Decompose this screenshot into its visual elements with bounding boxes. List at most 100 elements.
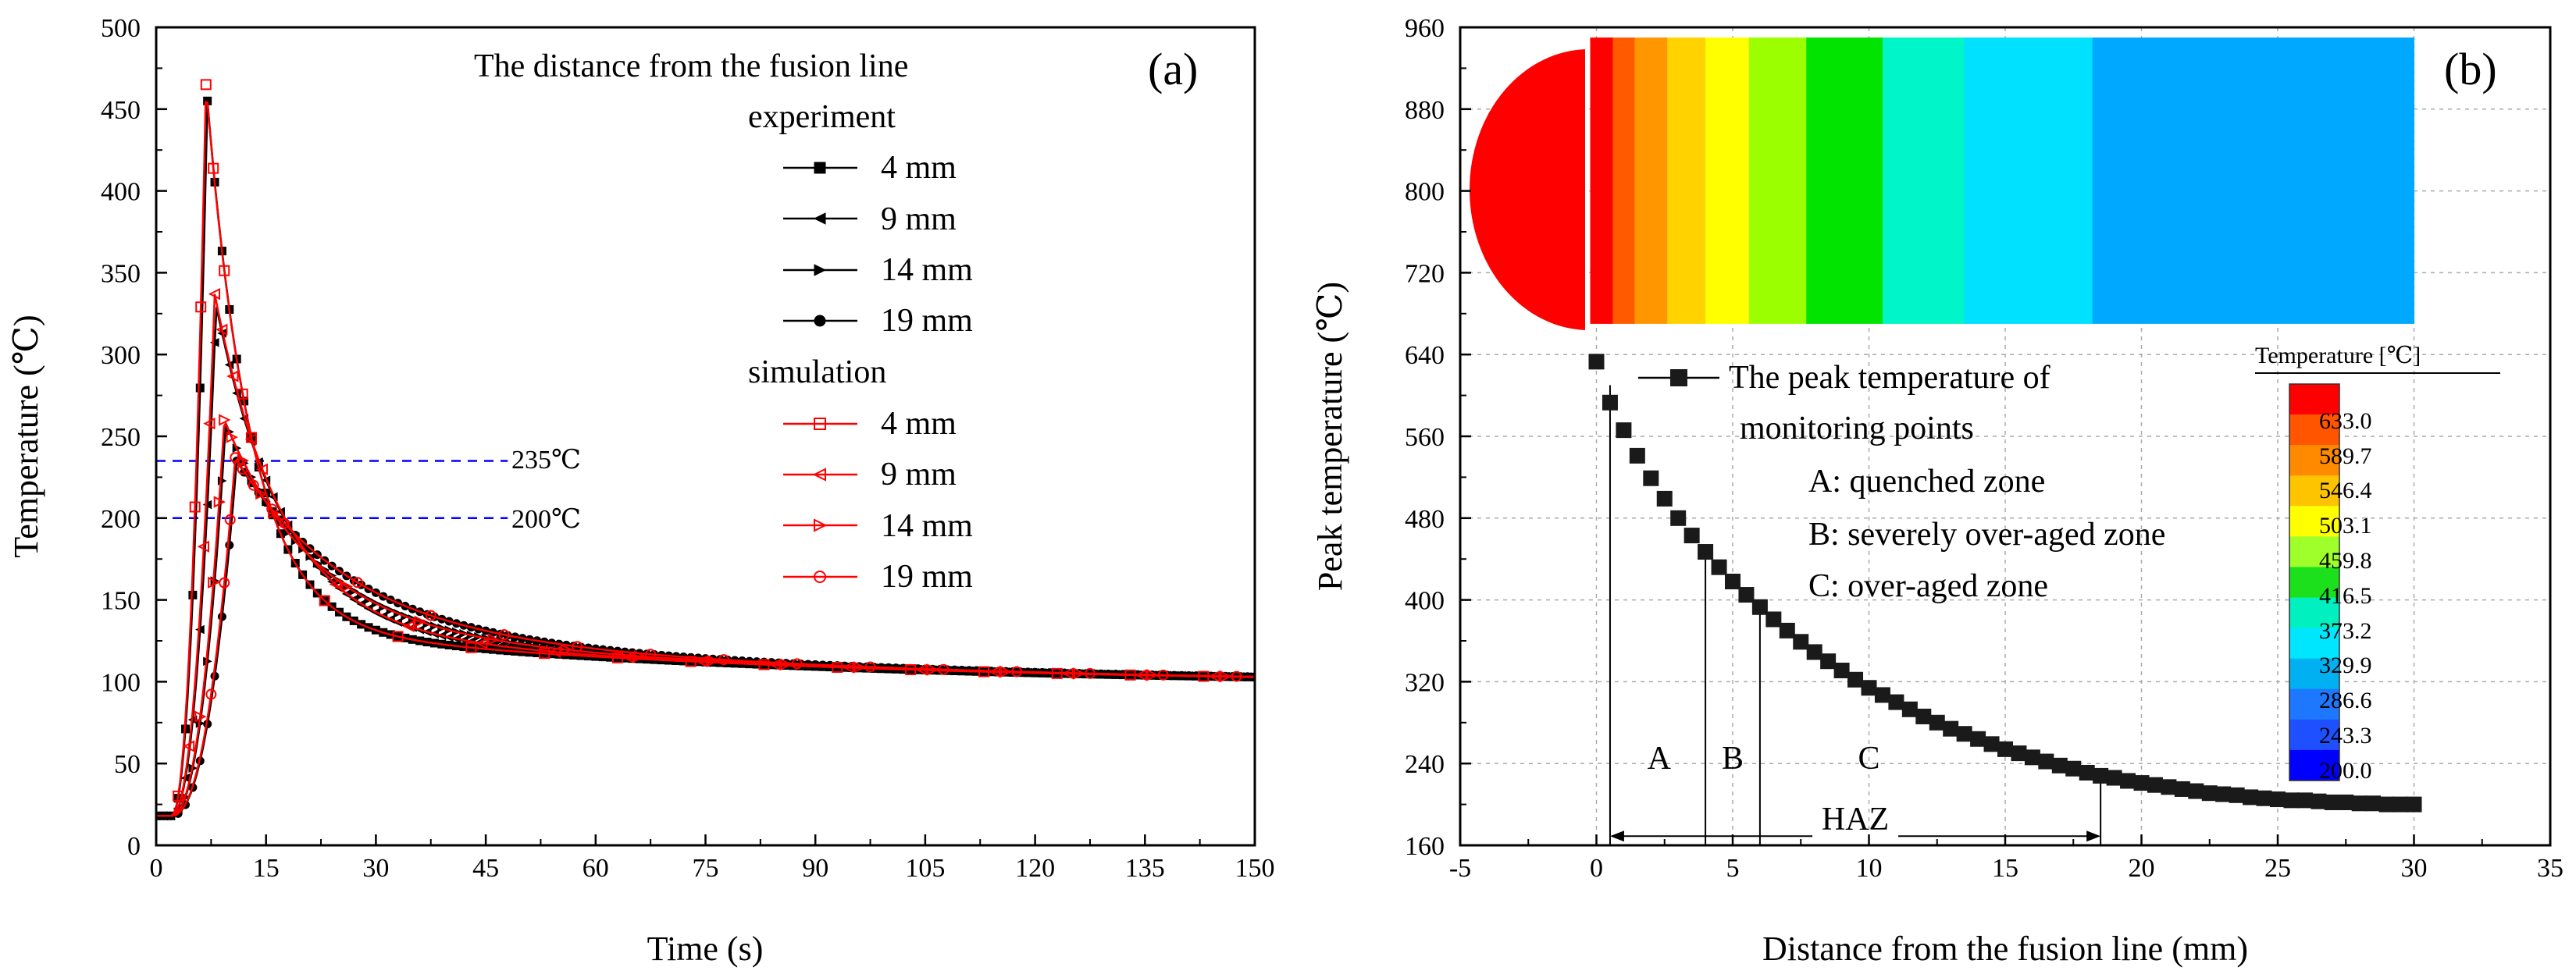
- series-point: [208, 576, 220, 589]
- series-simulation-4mm: [156, 79, 1255, 817]
- series-point: [217, 612, 226, 621]
- y-tick-label: 880: [1405, 96, 1445, 125]
- series-point: [279, 517, 290, 529]
- legend-swatch-marker: [812, 468, 826, 482]
- y-tick-label: 560: [1405, 423, 1445, 452]
- y-tick-label: 350: [101, 259, 141, 288]
- series-experiment-4mm: [156, 96, 1255, 820]
- series-point: [414, 615, 426, 628]
- series-point: [230, 452, 241, 464]
- ref-line-235-label: 235℃: [511, 446, 581, 475]
- chart-b-legend: The peak temperature of monitoring point…: [1638, 360, 2050, 446]
- series-point: [476, 637, 488, 649]
- x-tick-label: 75: [693, 854, 719, 883]
- colorbar-label-7: 329.9: [2319, 653, 2372, 678]
- peak-temperature-point: [2065, 760, 2082, 777]
- y-tick-label: 480: [1405, 505, 1445, 534]
- y-tick-label: 150: [101, 587, 141, 616]
- series-point: [182, 740, 195, 752]
- series-point: [392, 631, 404, 642]
- series-point: [1011, 666, 1023, 677]
- series-line: [156, 101, 1255, 817]
- zone-legend-a: A: quenched zone: [1808, 464, 2045, 500]
- colorbar-swatch: [2289, 597, 2339, 629]
- legend-swatch-marker: [814, 315, 826, 327]
- colorbar-label-6: 373.2: [2319, 618, 2372, 644]
- peak-temperature-point: [2093, 767, 2109, 784]
- chart-a: 0 15 30 45 60 75 90 105 120 135 150 0 50 100 150 200 250…: [7, 14, 1275, 968]
- chart-b-grid: [1460, 27, 2550, 845]
- y-tick-label: 450: [101, 96, 141, 125]
- x-tick-label: 120: [1015, 854, 1055, 883]
- chart-a-legend: The distance from the fusion line experi…: [474, 48, 973, 595]
- series-point: [853, 661, 866, 674]
- peak-temperature-point: [2243, 789, 2259, 806]
- y-tick-label: 400: [1405, 587, 1445, 616]
- series-point: [487, 633, 500, 645]
- legend-swatch-marker: [814, 518, 828, 532]
- peak-temperature-point: [2324, 794, 2340, 810]
- peak-temperature-point: [2079, 764, 2095, 781]
- x-tick-label: 30: [2401, 854, 2428, 883]
- x-tick-label: 150: [1235, 854, 1275, 883]
- x-tick-label: 90: [802, 854, 828, 883]
- zone-label-c: C: [1858, 741, 1879, 777]
- legend-label-peak-line2: monitoring points: [1740, 411, 1974, 446]
- peak-temperature-point: [1915, 708, 1932, 724]
- series-point: [225, 540, 234, 549]
- contour-band: [1705, 37, 1750, 324]
- series-point: [173, 790, 184, 802]
- contour-band: [1612, 37, 1635, 324]
- chart-b-y-axis-label: Peak temperature (℃): [1311, 282, 1349, 591]
- colorbar-frame: [2289, 383, 2340, 781]
- series-point: [465, 642, 477, 653]
- legend-label-exp-19mm: 19 mm: [881, 303, 973, 339]
- y-tick-label: 720: [1405, 259, 1445, 288]
- series-point: [189, 501, 201, 513]
- series-point: [248, 479, 259, 491]
- peak-temperature-point: [1820, 653, 1837, 670]
- series-experiment-14mm: [156, 422, 1255, 821]
- chart-a-ticks: 0 15 30 45 60 75 90 105 120 135 150 0 50 100 150 200 250…: [101, 14, 1275, 883]
- series-point: [266, 503, 278, 515]
- series-point: [216, 323, 228, 336]
- peak-temperature-point: [1888, 694, 1904, 710]
- x-tick-label: 60: [583, 854, 609, 883]
- x-tick-label: 135: [1125, 854, 1165, 883]
- peak-temperature-point: [1861, 680, 1877, 696]
- series-point: [226, 431, 238, 443]
- peak-temperature-point: [2051, 757, 2068, 774]
- legend-swatch-marker: [814, 418, 826, 430]
- peak-temperature-point: [2133, 775, 2150, 791]
- series-point: [200, 79, 212, 91]
- legend-label-sim-19mm: 19 mm: [881, 559, 973, 595]
- temperature-colorbar: Temperature [℃] 633.0 589.7 546.4 503.1 …: [2255, 343, 2500, 784]
- peak-temperature-point: [1793, 634, 1809, 650]
- chart-b-x-axis-label: Distance from the fusion line (mm): [1762, 930, 2248, 968]
- series-point: [572, 641, 583, 653]
- peak-temperature-point: [1656, 490, 1673, 507]
- colorbar-swatch: [2289, 628, 2339, 660]
- y-tick-label: 50: [114, 750, 141, 779]
- peak-temperature-point: [1943, 720, 1959, 737]
- peak-temperature-point: [1901, 701, 1918, 717]
- series-point: [645, 649, 657, 660]
- colorbar-label-3: 503.1: [2319, 513, 2372, 539]
- series-point: [255, 463, 269, 475]
- peak-temperature-point: [2201, 785, 2218, 802]
- x-tick-label: 15: [1992, 854, 2018, 883]
- colorbar-label-5: 416.5: [2319, 583, 2372, 609]
- series-point: [213, 496, 226, 508]
- series-point: [1084, 667, 1096, 679]
- series-point: [561, 643, 573, 656]
- series-point: [340, 580, 354, 592]
- x-tick-label: 20: [2129, 854, 2155, 883]
- x-tick-label: 10: [1856, 854, 1883, 883]
- colorbar-label-1: 589.7: [2319, 443, 2372, 469]
- series-point: [194, 710, 207, 723]
- haz-zone-lines: [1609, 385, 2102, 845]
- series-point: [195, 301, 207, 313]
- y-tick-label: 240: [1405, 750, 1445, 779]
- chart-b-panel-label: (b): [2444, 44, 2497, 94]
- series-line: [156, 421, 1255, 817]
